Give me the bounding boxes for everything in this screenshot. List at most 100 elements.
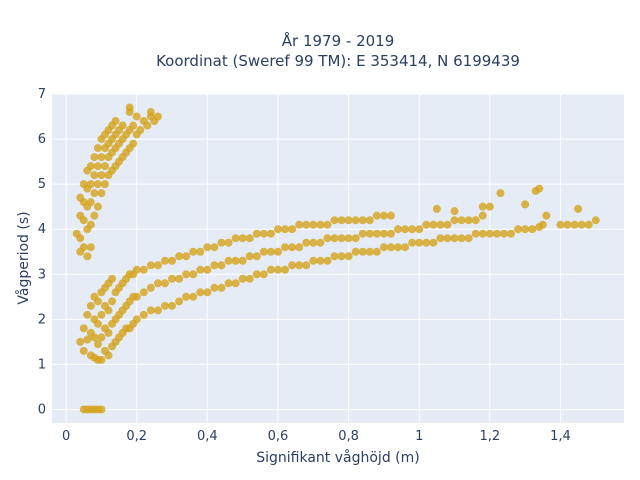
data-point-193	[485, 229, 494, 238]
data-point-78	[182, 270, 191, 279]
data-point-190	[471, 216, 480, 225]
data-point-141	[330, 234, 339, 243]
data-point-230	[86, 198, 95, 207]
data-point-120	[281, 243, 290, 252]
data-point-243	[97, 153, 106, 162]
data-point-108	[252, 252, 261, 261]
data-point-138	[323, 234, 332, 243]
data-point-113	[266, 265, 275, 274]
data-point-121	[281, 225, 290, 234]
data-point-185	[457, 234, 466, 243]
data-point-189	[471, 229, 480, 238]
data-point-82	[189, 247, 198, 256]
data-point-112	[259, 229, 268, 238]
data-point-63	[146, 283, 155, 292]
data-point-143	[337, 252, 346, 261]
data-point-91	[210, 243, 219, 252]
data-point-66	[153, 279, 162, 288]
data-point-191	[478, 229, 487, 238]
data-point-36	[108, 297, 117, 306]
data-point-286	[86, 243, 95, 252]
data-point-15	[90, 333, 99, 342]
y-tick-label-4: 4	[38, 222, 46, 237]
data-point-37	[108, 274, 117, 283]
data-point-211	[496, 189, 505, 198]
data-point-70	[160, 256, 169, 265]
data-point-129	[302, 238, 311, 247]
x-tick-label-1: 0,2	[126, 429, 147, 444]
data-point-207	[591, 216, 600, 225]
data-point-9	[83, 335, 92, 344]
x-tick-label-6: 1,2	[479, 429, 500, 444]
data-point-212	[432, 204, 441, 213]
data-point-181	[443, 234, 452, 243]
data-point-217	[542, 211, 551, 220]
data-point-83	[196, 288, 205, 297]
data-points	[72, 103, 600, 414]
data-point-20	[93, 319, 102, 328]
data-point-234	[90, 189, 99, 198]
data-point-84	[196, 265, 205, 274]
data-point-285	[83, 252, 92, 261]
data-point-231	[86, 180, 95, 189]
data-point-64	[146, 261, 155, 270]
data-point-8	[79, 324, 88, 333]
data-point-205	[577, 220, 586, 229]
data-point-128	[302, 261, 311, 270]
data-point-277	[143, 121, 152, 130]
data-point-160	[372, 211, 381, 220]
x-tick-label-3: 0,6	[268, 429, 289, 444]
data-point-175	[422, 238, 431, 247]
data-point-287	[72, 229, 81, 238]
data-point-146	[344, 252, 353, 261]
data-point-10	[83, 310, 92, 319]
data-point-214	[478, 202, 487, 211]
y-axis-ticks: 0 1 2 3 4 5 6 7	[38, 87, 46, 417]
data-point-186	[457, 216, 466, 225]
data-point-151	[351, 216, 360, 225]
data-point-198	[521, 225, 530, 234]
data-point-192	[478, 211, 487, 220]
chart-title-line-1: År 1979 - 2019	[282, 31, 395, 50]
data-point-179	[436, 234, 445, 243]
data-point-119	[281, 265, 290, 274]
data-point-169	[401, 243, 410, 252]
data-point-167	[394, 243, 403, 252]
data-point-133	[309, 220, 318, 229]
data-point-187	[464, 234, 473, 243]
data-point-232	[86, 162, 95, 171]
y-tick-label-2: 2	[38, 312, 46, 327]
data-point-161	[379, 243, 388, 252]
data-point-60	[139, 288, 148, 297]
data-point-132	[309, 238, 318, 247]
data-point-153	[358, 229, 367, 238]
data-point-130	[302, 220, 311, 229]
data-point-240	[93, 144, 102, 153]
data-point-59	[139, 310, 148, 319]
data-point-124	[288, 225, 297, 234]
data-point-199	[528, 225, 537, 234]
data-point-210	[535, 184, 544, 193]
data-point-147	[344, 234, 353, 243]
data-point-183	[450, 234, 459, 243]
data-point-76	[175, 252, 184, 261]
data-point-125	[295, 261, 304, 270]
data-point-281	[146, 108, 155, 117]
data-point-213	[450, 207, 459, 216]
chart-title-line-2: Koordinat (Sweref 99 TM): E 353414, N 61…	[156, 52, 520, 70]
data-point-208	[574, 204, 583, 213]
data-point-238	[93, 180, 102, 189]
data-point-152	[358, 247, 367, 256]
data-point-236	[90, 153, 99, 162]
data-point-95	[224, 279, 233, 288]
data-point-149	[351, 247, 360, 256]
data-point-275	[136, 126, 145, 135]
data-point-216	[521, 200, 530, 209]
data-point-202	[556, 220, 565, 229]
data-point-100	[231, 234, 240, 243]
data-point-184	[450, 216, 459, 225]
data-point-103	[238, 234, 247, 243]
data-point-99	[231, 256, 240, 265]
data-point-96	[224, 256, 233, 265]
data-point-87	[203, 265, 212, 274]
